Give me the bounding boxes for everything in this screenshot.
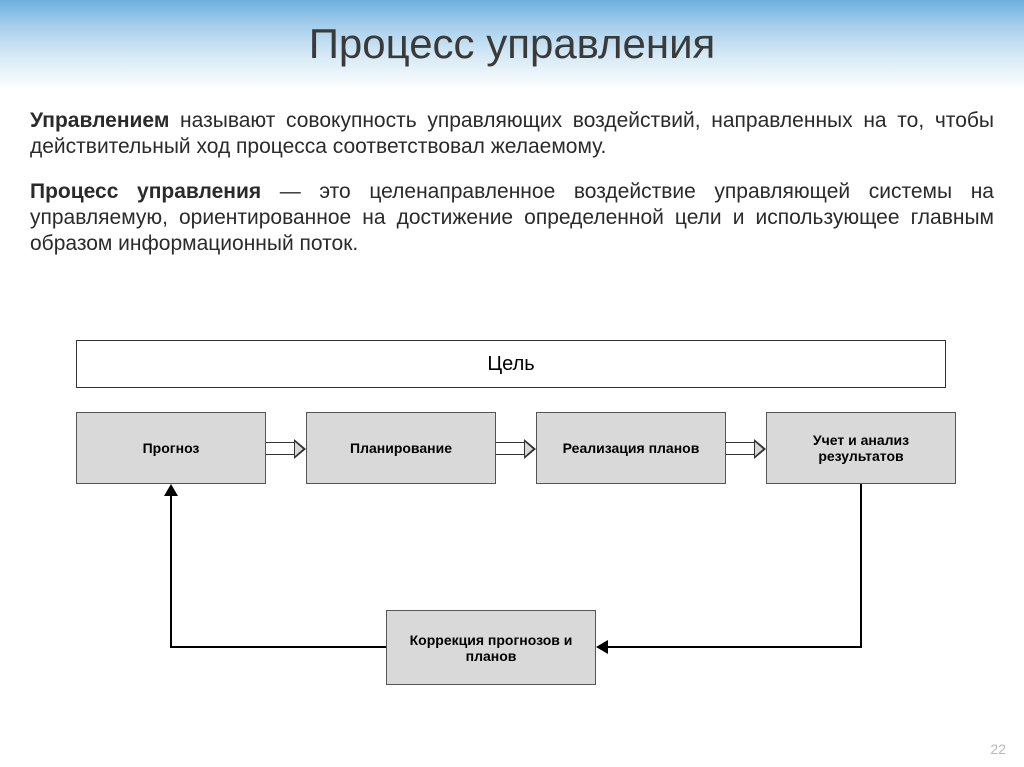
arrow-prognoz-plan	[266, 440, 306, 458]
paragraph-2: Процесс управления — это целенаправленно…	[30, 179, 994, 258]
feedback-line-2	[608, 646, 862, 648]
box-prognoz: Прогноз	[76, 412, 266, 484]
arrowhead-to-correction	[596, 640, 608, 654]
box-correction: Коррекция прогнозов и планов	[386, 610, 596, 685]
para1-rest: называют совокупность управляющих воздей…	[30, 109, 994, 158]
header-gradient: Процесс управления	[0, 0, 1024, 90]
arrow-plan-real	[496, 440, 536, 458]
content-area: Управлением называют совокупность управл…	[0, 90, 1024, 257]
para2-bold: Процесс управления	[30, 180, 261, 203]
feedback-line-3	[170, 646, 386, 648]
box-goal: Цель	[76, 340, 946, 388]
page-number: 22	[990, 741, 1006, 757]
box-uchet: Учет и анализ результатов	[766, 412, 956, 484]
box-real: Реализация планов	[536, 412, 726, 484]
paragraph-1: Управлением называют совокупность управл…	[30, 108, 994, 161]
slide-title: Процесс управления	[0, 20, 1024, 68]
para1-bold: Управлением	[30, 109, 169, 132]
arrowhead-to-prognoz	[164, 484, 178, 496]
flowchart-diagram: Цель Прогноз Планирование Реализация пла…	[0, 340, 1024, 760]
arrow-real-uchet	[726, 440, 766, 458]
feedback-line-1	[860, 484, 862, 648]
box-plan: Планирование	[306, 412, 496, 484]
feedback-line-4	[170, 496, 172, 648]
